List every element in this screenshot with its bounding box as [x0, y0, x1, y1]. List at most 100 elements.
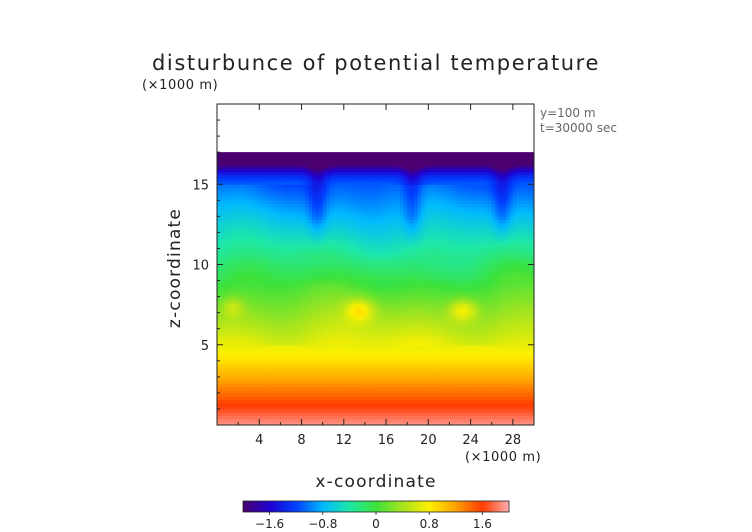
heatmap-cell [393, 303, 398, 307]
heatmap-cell [407, 325, 412, 330]
heatmap-cell [371, 251, 377, 256]
heatmap-cell [227, 270, 232, 275]
heatmap-cell [386, 296, 391, 301]
heatmap-cell [488, 396, 493, 400]
heatmap-cell [417, 383, 422, 388]
heatmap-cell [371, 399, 377, 404]
heatmap-cell [523, 315, 528, 320]
heatmap-cell [294, 402, 299, 407]
heatmap-cell [231, 418, 236, 423]
heatmap-cell [386, 402, 391, 407]
heatmap-cell [312, 389, 317, 394]
heatmap-cell [269, 296, 274, 301]
heatmap-cell [484, 380, 489, 384]
heatmap-cell [410, 251, 415, 256]
heatmap-cell [241, 367, 246, 372]
heatmap-cell [519, 418, 525, 423]
heatmap-cell [393, 277, 398, 282]
heatmap-cell [407, 306, 412, 311]
heatmap-cell [234, 376, 239, 381]
heatmap-cell [491, 418, 496, 423]
heatmap-cell [262, 319, 267, 323]
heatmap-cell [336, 347, 341, 352]
heatmap-cell [357, 360, 363, 365]
heatmap-cell [227, 248, 232, 253]
heatmap-cell [329, 399, 334, 404]
heatmap-cell [438, 274, 444, 278]
heatmap-cell [322, 415, 327, 420]
heatmap-cell [463, 380, 468, 384]
heatmap-cell [227, 286, 232, 291]
heatmap-cell [467, 319, 472, 323]
heatmap-cell [467, 328, 472, 333]
heatmap-cell [290, 303, 296, 307]
heatmap-cell [252, 261, 257, 266]
heatmap-cell [298, 296, 303, 301]
heatmap-cell [396, 280, 401, 285]
heatmap-cell [516, 347, 521, 352]
heatmap-cell [245, 347, 250, 352]
heatmap-cell [449, 408, 454, 413]
heatmap-cell [227, 373, 232, 378]
heatmap-cell [414, 357, 419, 362]
heatmap-cell [396, 396, 401, 400]
heatmap-cell [248, 312, 253, 317]
heatmap-cell [410, 325, 415, 330]
heatmap-cell [220, 254, 225, 259]
heatmap-cell [329, 306, 334, 311]
heatmap-cell [269, 347, 274, 352]
heatmap-cell [424, 367, 429, 372]
heatmap-cell [227, 421, 232, 425]
heatmap-cell [361, 274, 366, 278]
heatmap-cell [319, 248, 324, 253]
heatmap-cell [386, 328, 391, 333]
heatmap-cell [266, 248, 271, 253]
heatmap-cell [322, 290, 327, 294]
heatmap-cell [502, 258, 507, 262]
heatmap-cell [421, 367, 426, 372]
heatmap-cell [361, 341, 366, 346]
heatmap-cell [340, 347, 345, 352]
heatmap-cell [241, 373, 246, 378]
heatmap-cell [424, 418, 429, 423]
heatmap-cell [403, 376, 408, 381]
heatmap-cell [245, 405, 250, 410]
heatmap-cell [400, 367, 405, 372]
heatmap-cell [234, 415, 239, 420]
heatmap-cell [326, 274, 331, 278]
heatmap-cell [477, 267, 482, 272]
heatmap-cell [456, 303, 461, 307]
heatmap-cell [467, 412, 472, 416]
heatmap-cell [231, 335, 236, 339]
heatmap-cell [375, 380, 380, 384]
heatmap-cell [329, 357, 334, 362]
heatmap-cell [294, 399, 299, 404]
heatmap-cell [512, 418, 517, 423]
heatmap-cell [523, 277, 528, 282]
heatmap-cell [516, 344, 521, 349]
heatmap-cell [410, 402, 415, 407]
heatmap-cell [347, 412, 352, 416]
heatmap-cell [403, 283, 408, 288]
heatmap-cell [290, 322, 296, 327]
heatmap-cell [336, 351, 341, 355]
heatmap-cell [477, 338, 482, 343]
heatmap-cell [382, 418, 387, 423]
heatmap-cell [512, 399, 517, 404]
heatmap-cell [502, 347, 507, 352]
heatmap-cell [224, 258, 229, 262]
heatmap-cell [231, 286, 236, 291]
heatmap-cell [276, 338, 281, 343]
heatmap-cell [347, 293, 352, 298]
heatmap-cell [491, 347, 496, 352]
heatmap-cell [519, 405, 525, 410]
heatmap-cell [276, 351, 281, 355]
heatmap-cell [273, 335, 278, 339]
heatmap-cell [491, 312, 496, 317]
heatmap-cell [484, 264, 489, 269]
heatmap-cell [512, 290, 517, 294]
heatmap-cell [403, 267, 408, 272]
heatmap-cell [442, 421, 447, 425]
heatmap-cell [389, 357, 394, 362]
heatmap-cell [301, 383, 306, 388]
